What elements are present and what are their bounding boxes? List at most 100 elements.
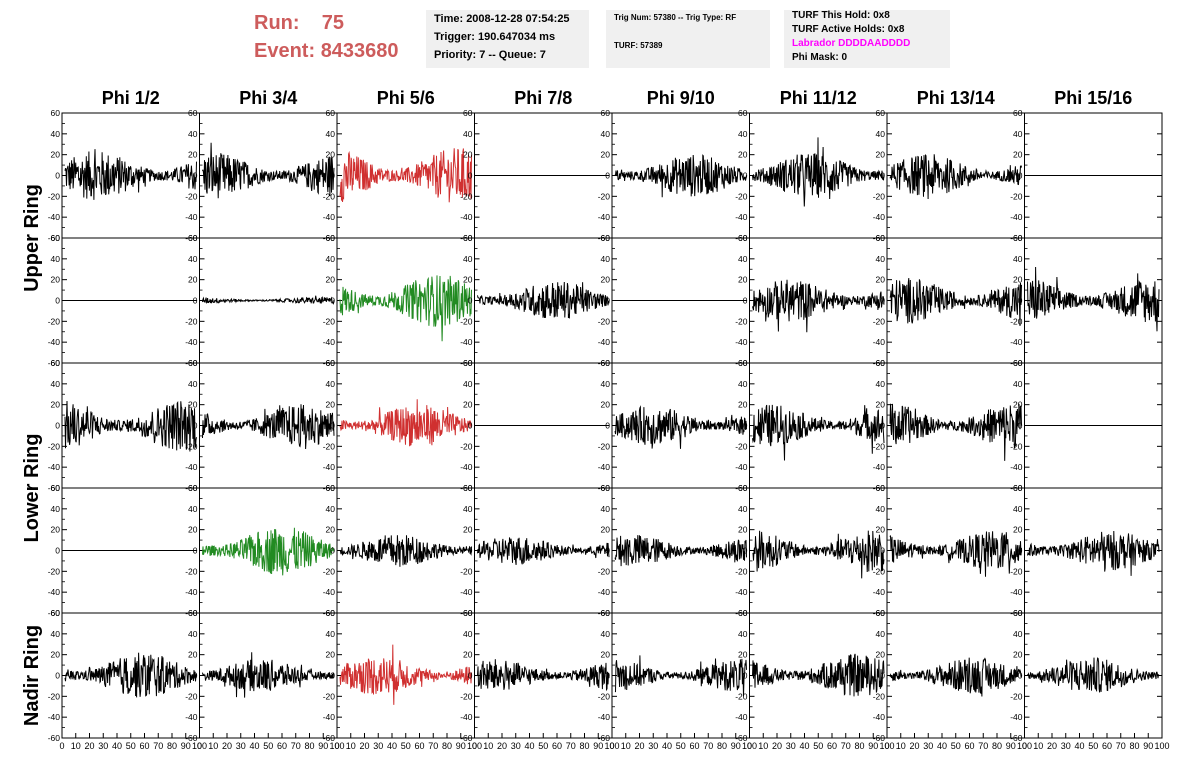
y-tick-label: 60 [326,483,336,493]
y-tick-label: 0 [55,421,60,431]
y-tick-label: 20 [326,650,336,660]
y-tick-label: 40 [601,129,611,139]
waveform-trace [202,295,335,305]
x-tick-label: 30 [236,741,246,751]
y-tick-label: 0 [880,171,885,181]
y-tick-label: 20 [463,400,473,410]
trigger-text: Trigger: 190.647034 ms [434,31,556,43]
column-title: Phi 11/12 [780,88,857,108]
x-tick-label: 60 [1102,741,1112,751]
waveform-trace [889,154,1022,200]
y-tick-label: 20 [876,275,886,285]
x-tick-label: 60 [414,741,424,751]
x-tick-label: 10 [71,741,81,751]
y-tick-label: -40 [48,712,61,722]
y-tick-label: -20 [1010,441,1023,451]
y-tick-label: 20 [188,525,198,535]
y-tick-label: 60 [601,608,611,618]
waveform-trace [889,403,1022,461]
y-tick-label: 0 [330,421,335,431]
y-tick-label: 20 [601,650,611,660]
y-tick-label: 20 [738,150,748,160]
y-tick-label: 20 [876,400,886,410]
waveform-trace [64,149,197,200]
waveform-trace [64,400,197,452]
y-tick-label: 0 [743,421,748,431]
turf-text: TURF: 57389 [614,41,663,50]
y-tick-label: 20 [738,525,748,535]
x-tick-label: 0 [197,741,202,751]
y-tick-label: 60 [463,608,473,618]
x-tick-label: 20 [359,741,369,751]
x-tick-label: 90 [456,741,466,751]
y-tick-label: -40 [460,212,473,222]
y-tick-label: -60 [48,733,61,743]
y-tick-label: 20 [601,400,611,410]
y-tick-label: -20 [598,191,611,201]
x-tick-label: 90 [318,741,328,751]
y-tick-label: -20 [48,691,61,701]
y-tick-label: 0 [1018,296,1023,306]
y-tick-label: -20 [598,316,611,326]
y-tick-label: 0 [330,671,335,681]
x-tick-label: 0 [1022,741,1027,751]
x-tick-label: 10 [346,741,356,751]
y-tick-label: 20 [876,650,886,660]
y-tick-label: -40 [460,462,473,472]
waveform-trace [202,527,335,576]
x-tick-label: 20 [772,741,782,751]
y-tick-label: -40 [185,587,198,597]
y-tick-label: 60 [601,358,611,368]
x-tick-label: 60 [964,741,974,751]
x-tick-label: 70 [1116,741,1126,751]
y-tick-label: 60 [463,108,473,118]
x-tick-label: 20 [909,741,919,751]
y-tick-label: -40 [1010,212,1023,222]
waveform-trace [1027,266,1160,332]
y-tick-label: 60 [326,358,336,368]
y-tick-label: 60 [1013,233,1023,243]
y-tick-label: -20 [323,191,336,201]
y-tick-label: 60 [738,483,748,493]
y-tick-label: 0 [743,671,748,681]
run-label: Run: [254,12,300,34]
x-tick-label: 30 [923,741,933,751]
y-tick-label: -40 [323,337,336,347]
y-tick-label: 20 [1013,525,1023,535]
run-event-box: Run: 75 Event: 8433680 [248,8,418,68]
x-tick-label: 70 [703,741,713,751]
y-tick-label: -40 [460,337,473,347]
x-tick-label: 20 [634,741,644,751]
x-tick-label: 80 [854,741,864,751]
y-tick-label: -40 [1010,337,1023,347]
turf-info-box: TURF This Hold: 0x8 TURF Active Holds: 0… [784,10,950,68]
y-tick-label: -40 [48,337,61,347]
y-tick-label: 60 [51,233,61,243]
y-tick-label: -20 [1010,691,1023,701]
y-tick-label: 60 [738,108,748,118]
y-tick-label: 40 [738,629,748,639]
y-tick-label: -20 [460,566,473,576]
y-tick-label: -20 [185,566,198,576]
column-title: Phi 15/16 [1054,88,1132,108]
y-tick-label: 40 [51,629,61,639]
waveform-trace [1027,657,1160,693]
y-tick-label: -40 [48,212,61,222]
trigger-info-box: Trig Num: 57380 -- Trig Type: RF TURF: 5… [606,10,770,68]
y-tick-label: 40 [601,254,611,264]
y-tick-label: 40 [326,504,336,514]
y-tick-label: 20 [51,650,61,660]
y-tick-label: 40 [738,504,748,514]
y-tick-label: 40 [51,129,61,139]
x-tick-label: 60 [689,741,699,751]
y-tick-label: 40 [188,254,198,264]
y-tick-label: 20 [326,150,336,160]
y-tick-label: -20 [873,566,886,576]
y-tick-label: 60 [51,608,61,618]
x-tick-label: 20 [222,741,232,751]
y-tick-label: -20 [185,191,198,201]
x-tick-label: 40 [249,741,259,751]
y-tick-label: 0 [468,546,473,556]
y-tick-label: 60 [326,608,336,618]
